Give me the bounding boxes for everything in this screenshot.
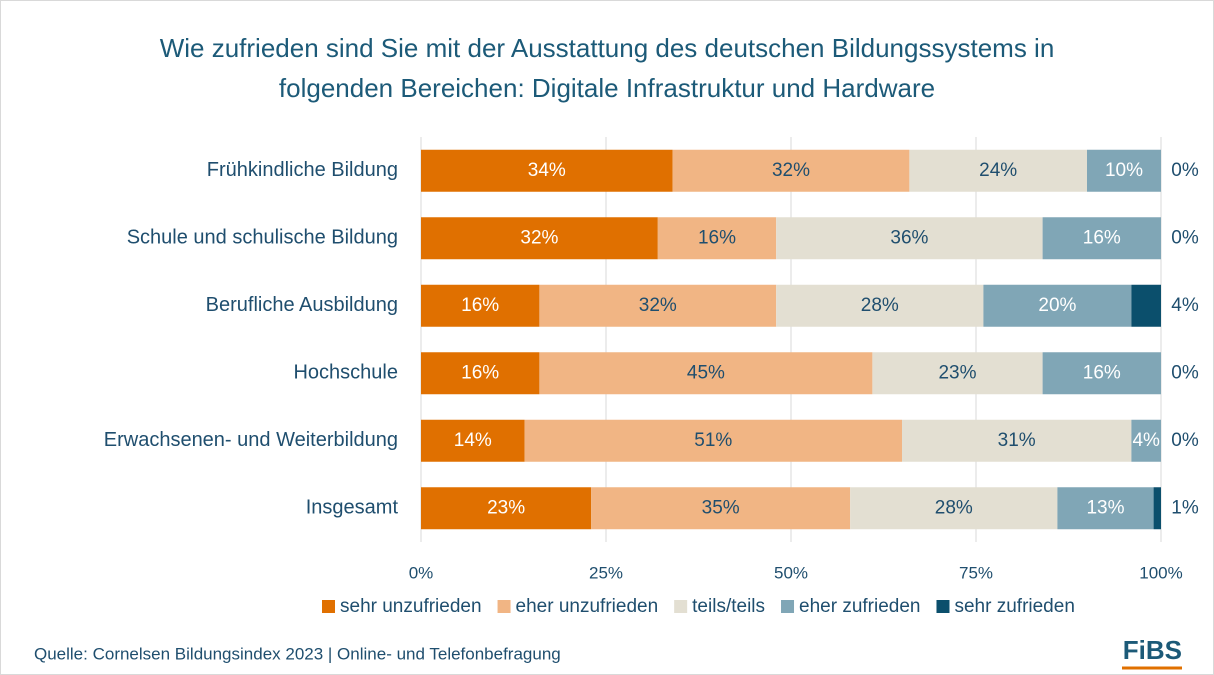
data-label: 31% [998, 430, 1036, 451]
bar-segment [421, 149, 673, 192]
data-label: 23% [938, 362, 976, 383]
y-tick-label: Insgesamt [306, 497, 399, 519]
data-label: 10% [1105, 160, 1143, 181]
bar-segment [1131, 419, 1161, 462]
bar-segment [776, 217, 1043, 260]
bar-segment [1042, 217, 1161, 260]
data-label: 4% [1171, 295, 1199, 316]
data-label: 1% [1171, 497, 1199, 518]
bar-segment [421, 217, 658, 260]
data-label: 28% [935, 497, 973, 518]
bar-segment [850, 487, 1058, 530]
bar-segment [421, 284, 540, 327]
bar-segment [1057, 487, 1154, 530]
bar-segment [983, 284, 1132, 327]
chart-title: Wie zufrieden sind Sie mit der Ausstattu… [159, 33, 1055, 103]
legend-swatch [674, 600, 688, 613]
data-label: 16% [1083, 227, 1121, 248]
data-label: 0% [1171, 362, 1199, 383]
data-label: 0% [1171, 227, 1199, 248]
bar-segment [1131, 284, 1161, 327]
data-label: 0% [1171, 160, 1199, 181]
x-tick-label: 25% [589, 563, 623, 582]
legend-label: eher unzufrieden [516, 596, 659, 617]
y-tick-label: Hochschule [293, 362, 398, 384]
bar-segment [539, 284, 777, 327]
y-tick-label: Schule und schulische Bildung [127, 227, 398, 249]
bar-segment [1153, 487, 1161, 530]
data-label: 32% [520, 227, 558, 248]
data-label: 0% [1171, 430, 1199, 451]
data-label: 32% [639, 295, 677, 316]
data-label: 35% [702, 497, 740, 518]
data-label: 16% [1083, 362, 1121, 383]
bar-segment [909, 149, 1087, 192]
data-label: 34% [528, 160, 566, 181]
data-label: 24% [979, 160, 1017, 181]
bar-segment [1042, 352, 1161, 395]
bar-segment [421, 419, 525, 462]
y-tick-label: Berufliche Ausbildung [206, 294, 398, 316]
legend-swatch [781, 600, 795, 613]
data-label: 20% [1038, 295, 1076, 316]
bar-segment [539, 352, 873, 395]
x-tick-label: 0% [409, 563, 434, 582]
bar-segment [872, 352, 1043, 395]
x-tick-label: 100% [1139, 563, 1182, 582]
data-label: 23% [487, 497, 525, 518]
x-tick-label: 75% [959, 563, 993, 582]
legend-label: eher zufrieden [799, 596, 920, 617]
bar-segment [902, 419, 1132, 462]
legend-label: teils/teils [692, 596, 765, 617]
x-tick-label: 50% [774, 563, 808, 582]
data-label: 14% [454, 430, 492, 451]
data-label: 32% [772, 160, 810, 181]
bar-segment [657, 217, 777, 260]
bar-segment [591, 487, 851, 530]
legend-swatch [497, 600, 511, 613]
bar-segment [421, 352, 540, 395]
logo: FiBS [1123, 635, 1182, 665]
bar-segment [672, 149, 910, 192]
bar-segment [776, 284, 984, 327]
bar-segment [524, 419, 902, 462]
data-label: 13% [1086, 497, 1124, 518]
legend-swatch [322, 600, 335, 613]
legend-label: sehr unzufrieden [340, 596, 482, 617]
legend-label: sehr zufrieden [954, 596, 1074, 617]
bar-segment [1087, 149, 1161, 192]
data-label: 16% [461, 295, 499, 316]
legend-swatch [936, 600, 950, 613]
source: Quelle: Cornelsen Bildungsindex 2023 | O… [34, 644, 561, 663]
data-label: 45% [687, 362, 725, 383]
data-label: 51% [694, 430, 732, 451]
bar-segment [421, 487, 592, 530]
data-label: 28% [861, 295, 899, 316]
y-tick-label: Frühkindliche Bildung [207, 159, 398, 181]
data-label: 36% [890, 227, 928, 248]
data-label: 16% [461, 362, 499, 383]
y-tick-label: Erwachsenen- und Weiterbildung [104, 429, 398, 451]
data-label: 4% [1132, 430, 1160, 451]
data-label: 16% [698, 227, 736, 248]
